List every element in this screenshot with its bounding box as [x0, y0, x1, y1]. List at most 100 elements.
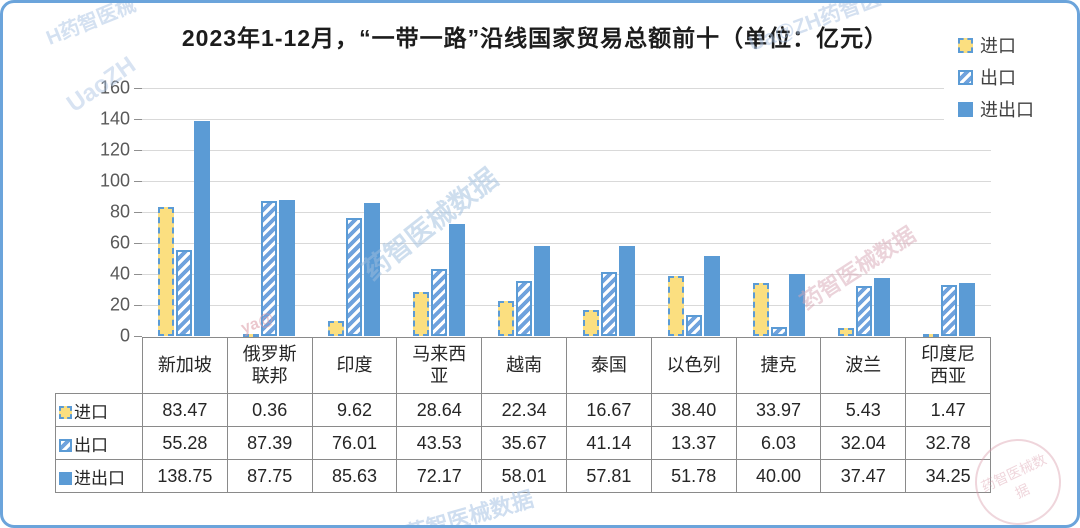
- table-category-cell: 捷克: [735, 337, 822, 394]
- table-category-cell: 印度尼 西亚: [905, 337, 991, 394]
- table-value-cell: 38.40: [650, 393, 737, 427]
- bar-total: [279, 199, 296, 336]
- bar-import: [413, 291, 430, 336]
- bar-import: [158, 206, 175, 336]
- legend-item-label: 出口: [980, 68, 1016, 88]
- bar-import: [328, 321, 345, 336]
- table-corner-blank: [56, 338, 143, 394]
- table-value-cell: 35.67: [481, 426, 567, 460]
- bar-export: [600, 272, 617, 336]
- bar-export: [940, 285, 957, 336]
- gridline: [142, 274, 991, 275]
- import-swatch-icon: [958, 37, 973, 53]
- legend-item-label: 进出口: [980, 100, 1034, 120]
- bar-export: [516, 280, 533, 336]
- table-value-cell: 76.01: [311, 426, 398, 460]
- gridline: [142, 243, 991, 244]
- bar-export: [431, 268, 448, 336]
- import-key-icon: [59, 405, 72, 419]
- table-category-cell: 以色列: [650, 337, 737, 394]
- table-category-cell: 波兰: [820, 337, 907, 394]
- bar-import: [922, 333, 939, 338]
- y-tick-label: 120: [99, 139, 130, 160]
- y-tick-mark: [134, 336, 142, 337]
- table-row-label: 出口: [55, 426, 143, 460]
- table-value-cell: 55.28: [142, 426, 228, 460]
- bar-total: [958, 282, 975, 336]
- y-tick-label: 60: [109, 232, 130, 253]
- bar-total: [873, 277, 890, 336]
- table-value-cell: 34.25: [905, 459, 991, 493]
- table-value-cell: 13.37: [650, 426, 737, 460]
- bar-import: [837, 327, 854, 336]
- table-value-cell: 1.47: [905, 393, 991, 427]
- bar-total: [449, 224, 466, 336]
- bar-import: [498, 301, 515, 336]
- total-key-icon: [59, 471, 72, 485]
- y-tick-label: 80: [109, 201, 130, 222]
- table-category-cell: 越南: [481, 337, 567, 394]
- bar-export: [176, 250, 193, 336]
- table-value-cell: 57.81: [565, 459, 652, 493]
- bar-import: [667, 276, 684, 336]
- table-value-cell: 28.64: [396, 393, 483, 427]
- table-value-cell: 72.17: [396, 459, 483, 493]
- table-row-label-text: 出口: [74, 435, 108, 455]
- bar-import: [752, 283, 769, 336]
- gridline: [142, 88, 991, 89]
- table-value-cell: 85.63: [311, 459, 398, 493]
- bar-export: [346, 218, 363, 336]
- y-tick-label: 20: [109, 294, 130, 315]
- gridline: [142, 181, 991, 182]
- data-table: 新加坡 俄罗斯 联邦 印度 马来西 亚越南 泰国 以色列 捷克 波兰 印度尼 西亚 进口 83.47…: [55, 337, 991, 493]
- bar-total: [618, 246, 635, 336]
- y-tick-mark: [134, 181, 142, 182]
- gridline: [142, 119, 991, 120]
- y-tick-mark: [134, 305, 142, 306]
- bar-export: [261, 200, 278, 336]
- legend-item-total: 进出口: [944, 93, 1077, 125]
- y-tick-label: 140: [99, 108, 130, 129]
- legend: 进口 出口 进出口: [944, 27, 1077, 127]
- table-value-cell: 83.47: [142, 393, 228, 427]
- y-tick-mark: [134, 212, 142, 213]
- bar-export: [685, 315, 702, 336]
- y-tick-label: 160: [99, 77, 130, 98]
- table-value-cell: 138.75: [142, 459, 228, 493]
- y-tick-label: 100: [99, 170, 130, 191]
- table-value-cell: 0.36: [226, 393, 313, 427]
- legend-item-label: 进口: [980, 36, 1016, 56]
- y-tick-label: 40: [109, 263, 130, 284]
- table-value-cell: 40.00: [735, 459, 822, 493]
- chart-title: 2023年1-12月，“一带一路”沿线国家贸易总额前十（单位：亿元）: [181, 25, 889, 51]
- table-value-cell: 58.01: [481, 459, 567, 493]
- table-value-cell: 33.97: [735, 393, 822, 427]
- table-value-cell: 87.75: [226, 459, 313, 493]
- gridline: [142, 150, 991, 151]
- table-value-cell: 37.47: [820, 459, 907, 493]
- table-row-label-text: 进口: [74, 402, 108, 422]
- table-category-cell: 印度: [311, 337, 398, 394]
- table-value-cell: 32.78: [905, 426, 991, 460]
- table-row-label: 进出口: [55, 459, 143, 493]
- bar-total: [788, 274, 805, 336]
- bar-import: [582, 310, 599, 336]
- y-tick-mark: [134, 243, 142, 244]
- table-value-cell: 41.14: [565, 426, 652, 460]
- export-swatch-icon: [958, 69, 973, 85]
- y-tick-mark: [134, 274, 142, 275]
- total-swatch-icon: [958, 101, 973, 117]
- bar-total: [703, 255, 720, 336]
- table-value-cell: 22.34: [481, 393, 567, 427]
- table-value-cell: 5.43: [820, 393, 907, 427]
- table-value-cell: 32.04: [820, 426, 907, 460]
- table-value-cell: 43.53: [396, 426, 483, 460]
- table-value-cell: 6.03: [735, 426, 822, 460]
- table-value-cell: 16.67: [565, 393, 652, 427]
- y-tick-mark: [134, 88, 142, 89]
- table-row-label: 进口: [55, 393, 143, 427]
- table-category-cell: 泰国: [565, 337, 652, 394]
- table-category-cell: 马来西 亚: [396, 337, 483, 394]
- y-tick-label: 0: [119, 325, 130, 346]
